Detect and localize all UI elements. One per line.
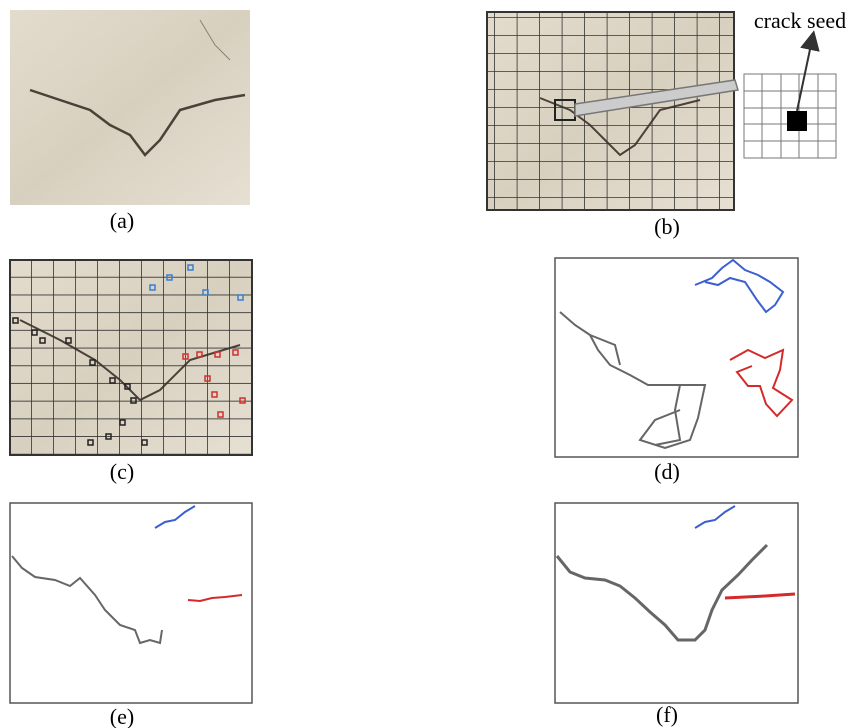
seed-pixel [787, 111, 807, 131]
panel-label: (d) [654, 459, 680, 484]
panel-label: (c) [110, 459, 134, 484]
figure: (a) crack seed (b) (c) (d) [0, 0, 868, 728]
panel-b: crack seed (b) [487, 8, 846, 239]
plot-box [555, 258, 798, 457]
panel-f: (f) [555, 503, 798, 727]
panel-c: (c) [10, 260, 252, 484]
panel-d: (d) [555, 258, 798, 484]
inset-grid [744, 74, 836, 158]
annotation: crack seed [754, 8, 846, 33]
plot-box [10, 503, 252, 703]
panel-label: (f) [656, 702, 678, 727]
panel-a: (a) [10, 10, 250, 233]
panel-e: (e) [10, 503, 252, 728]
crack-photo [10, 10, 250, 205]
plot-box [555, 503, 798, 703]
panel-label: (b) [654, 214, 680, 239]
panel-label: (a) [110, 208, 134, 233]
panel-label: (e) [110, 704, 134, 728]
